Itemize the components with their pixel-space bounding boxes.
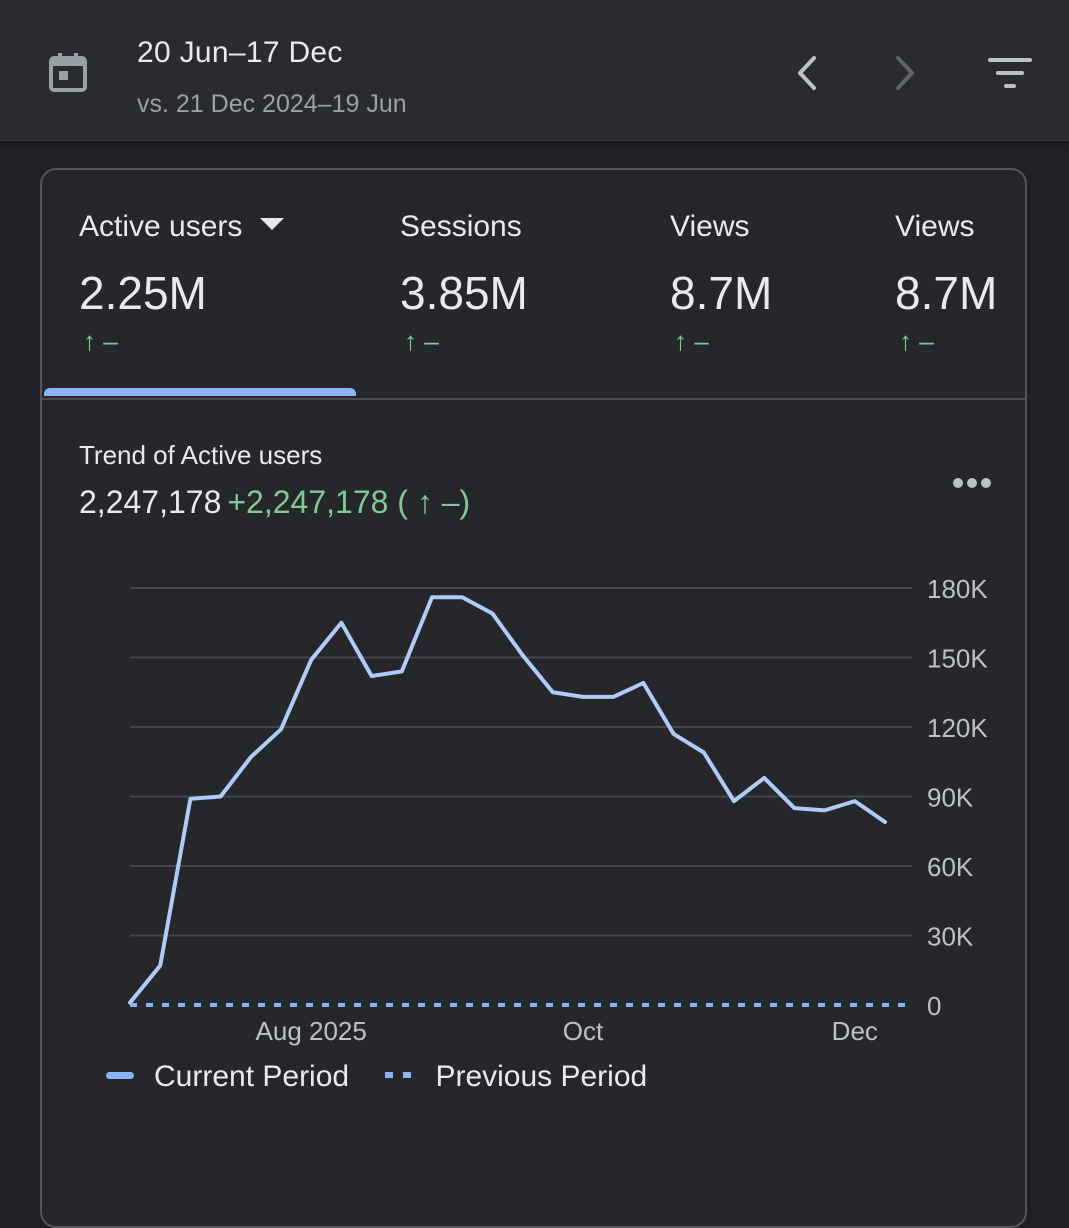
y-tick-label: 30K xyxy=(927,922,974,952)
legend-solid-swatch xyxy=(106,1072,134,1079)
y-tick-label: 0 xyxy=(927,991,941,1021)
chevron-right-icon xyxy=(888,54,922,92)
metric-label: Active users xyxy=(79,210,242,243)
legend-previous[interactable]: Previous Period xyxy=(385,1060,647,1094)
metric-change: ↑ – xyxy=(899,326,934,357)
x-tick-label: Aug 2025 xyxy=(256,1016,367,1046)
legend-label: Current Period xyxy=(154,1060,349,1093)
metric-value: 8.7M xyxy=(895,266,997,320)
trend-total-value: 2,247,178 xyxy=(79,484,221,520)
filter-icon[interactable] xyxy=(986,56,1034,90)
metric-tab-views[interactable]: Views 8.7M ↑ – xyxy=(670,170,870,396)
metric-value: 8.7M xyxy=(670,266,772,320)
calendar-icon[interactable] xyxy=(48,52,88,92)
metric-value: 3.85M xyxy=(400,266,528,320)
metric-label: Views xyxy=(895,210,974,244)
metric-change: ↑ – xyxy=(83,326,118,357)
metric-tab-views-2[interactable]: Views 8.7M ↑ – xyxy=(895,170,1025,396)
y-tick-label: 180K xyxy=(927,574,988,604)
trend-delta: +2,247,178 ( ↑ –) xyxy=(227,484,470,520)
trend-total: 2,247,178+2,247,178 ( ↑ –) xyxy=(79,484,470,521)
legend-label: Previous Period xyxy=(435,1060,647,1093)
metric-tabs: Active users 2.25M ↑ – Sessions 3.85M ↑ … xyxy=(42,170,1025,400)
metric-label: Sessions xyxy=(400,210,522,244)
trend-chart: 0 30K 60K 90K 120K 150K 180K Aug 2025 Oct Dec xyxy=(42,550,1025,1050)
legend-current[interactable]: Current Period xyxy=(106,1060,349,1094)
compare-range[interactable]: vs. 21 Dec 2024–19 Jun xyxy=(137,90,407,119)
metrics-card: Active users 2.25M ↑ – Sessions 3.85M ↑ … xyxy=(40,168,1027,1228)
caret-down-icon[interactable] xyxy=(260,218,284,230)
metric-value: 2.25M xyxy=(79,266,207,320)
y-tick-label: 90K xyxy=(927,783,974,813)
chart-legend: Current Period Previous Period xyxy=(106,1060,675,1094)
metric-change: ↑ – xyxy=(404,326,439,357)
y-tick-label: 120K xyxy=(927,713,988,743)
y-tick-label: 150K xyxy=(927,644,988,674)
y-tick-label: 60K xyxy=(927,852,974,882)
metric-label: Views xyxy=(670,210,749,244)
metric-tab-active-users[interactable]: Active users 2.25M ↑ – xyxy=(79,170,379,396)
date-range[interactable]: 20 Jun–17 Dec xyxy=(137,36,343,70)
chevron-left-icon[interactable] xyxy=(790,54,824,92)
trend-title: Trend of Active users xyxy=(79,440,322,471)
metric-tab-sessions[interactable]: Sessions 3.85M ↑ – xyxy=(400,170,640,396)
selected-tab-indicator xyxy=(44,388,356,396)
metric-change: ↑ – xyxy=(674,326,709,357)
x-tick-label: Oct xyxy=(563,1016,604,1046)
more-options-icon[interactable] xyxy=(947,468,997,498)
date-header: 20 Jun–17 Dec vs. 21 Dec 2024–19 Jun xyxy=(0,0,1069,141)
x-tick-label: Dec xyxy=(832,1016,878,1046)
legend-dotted-swatch xyxy=(385,1072,413,1078)
